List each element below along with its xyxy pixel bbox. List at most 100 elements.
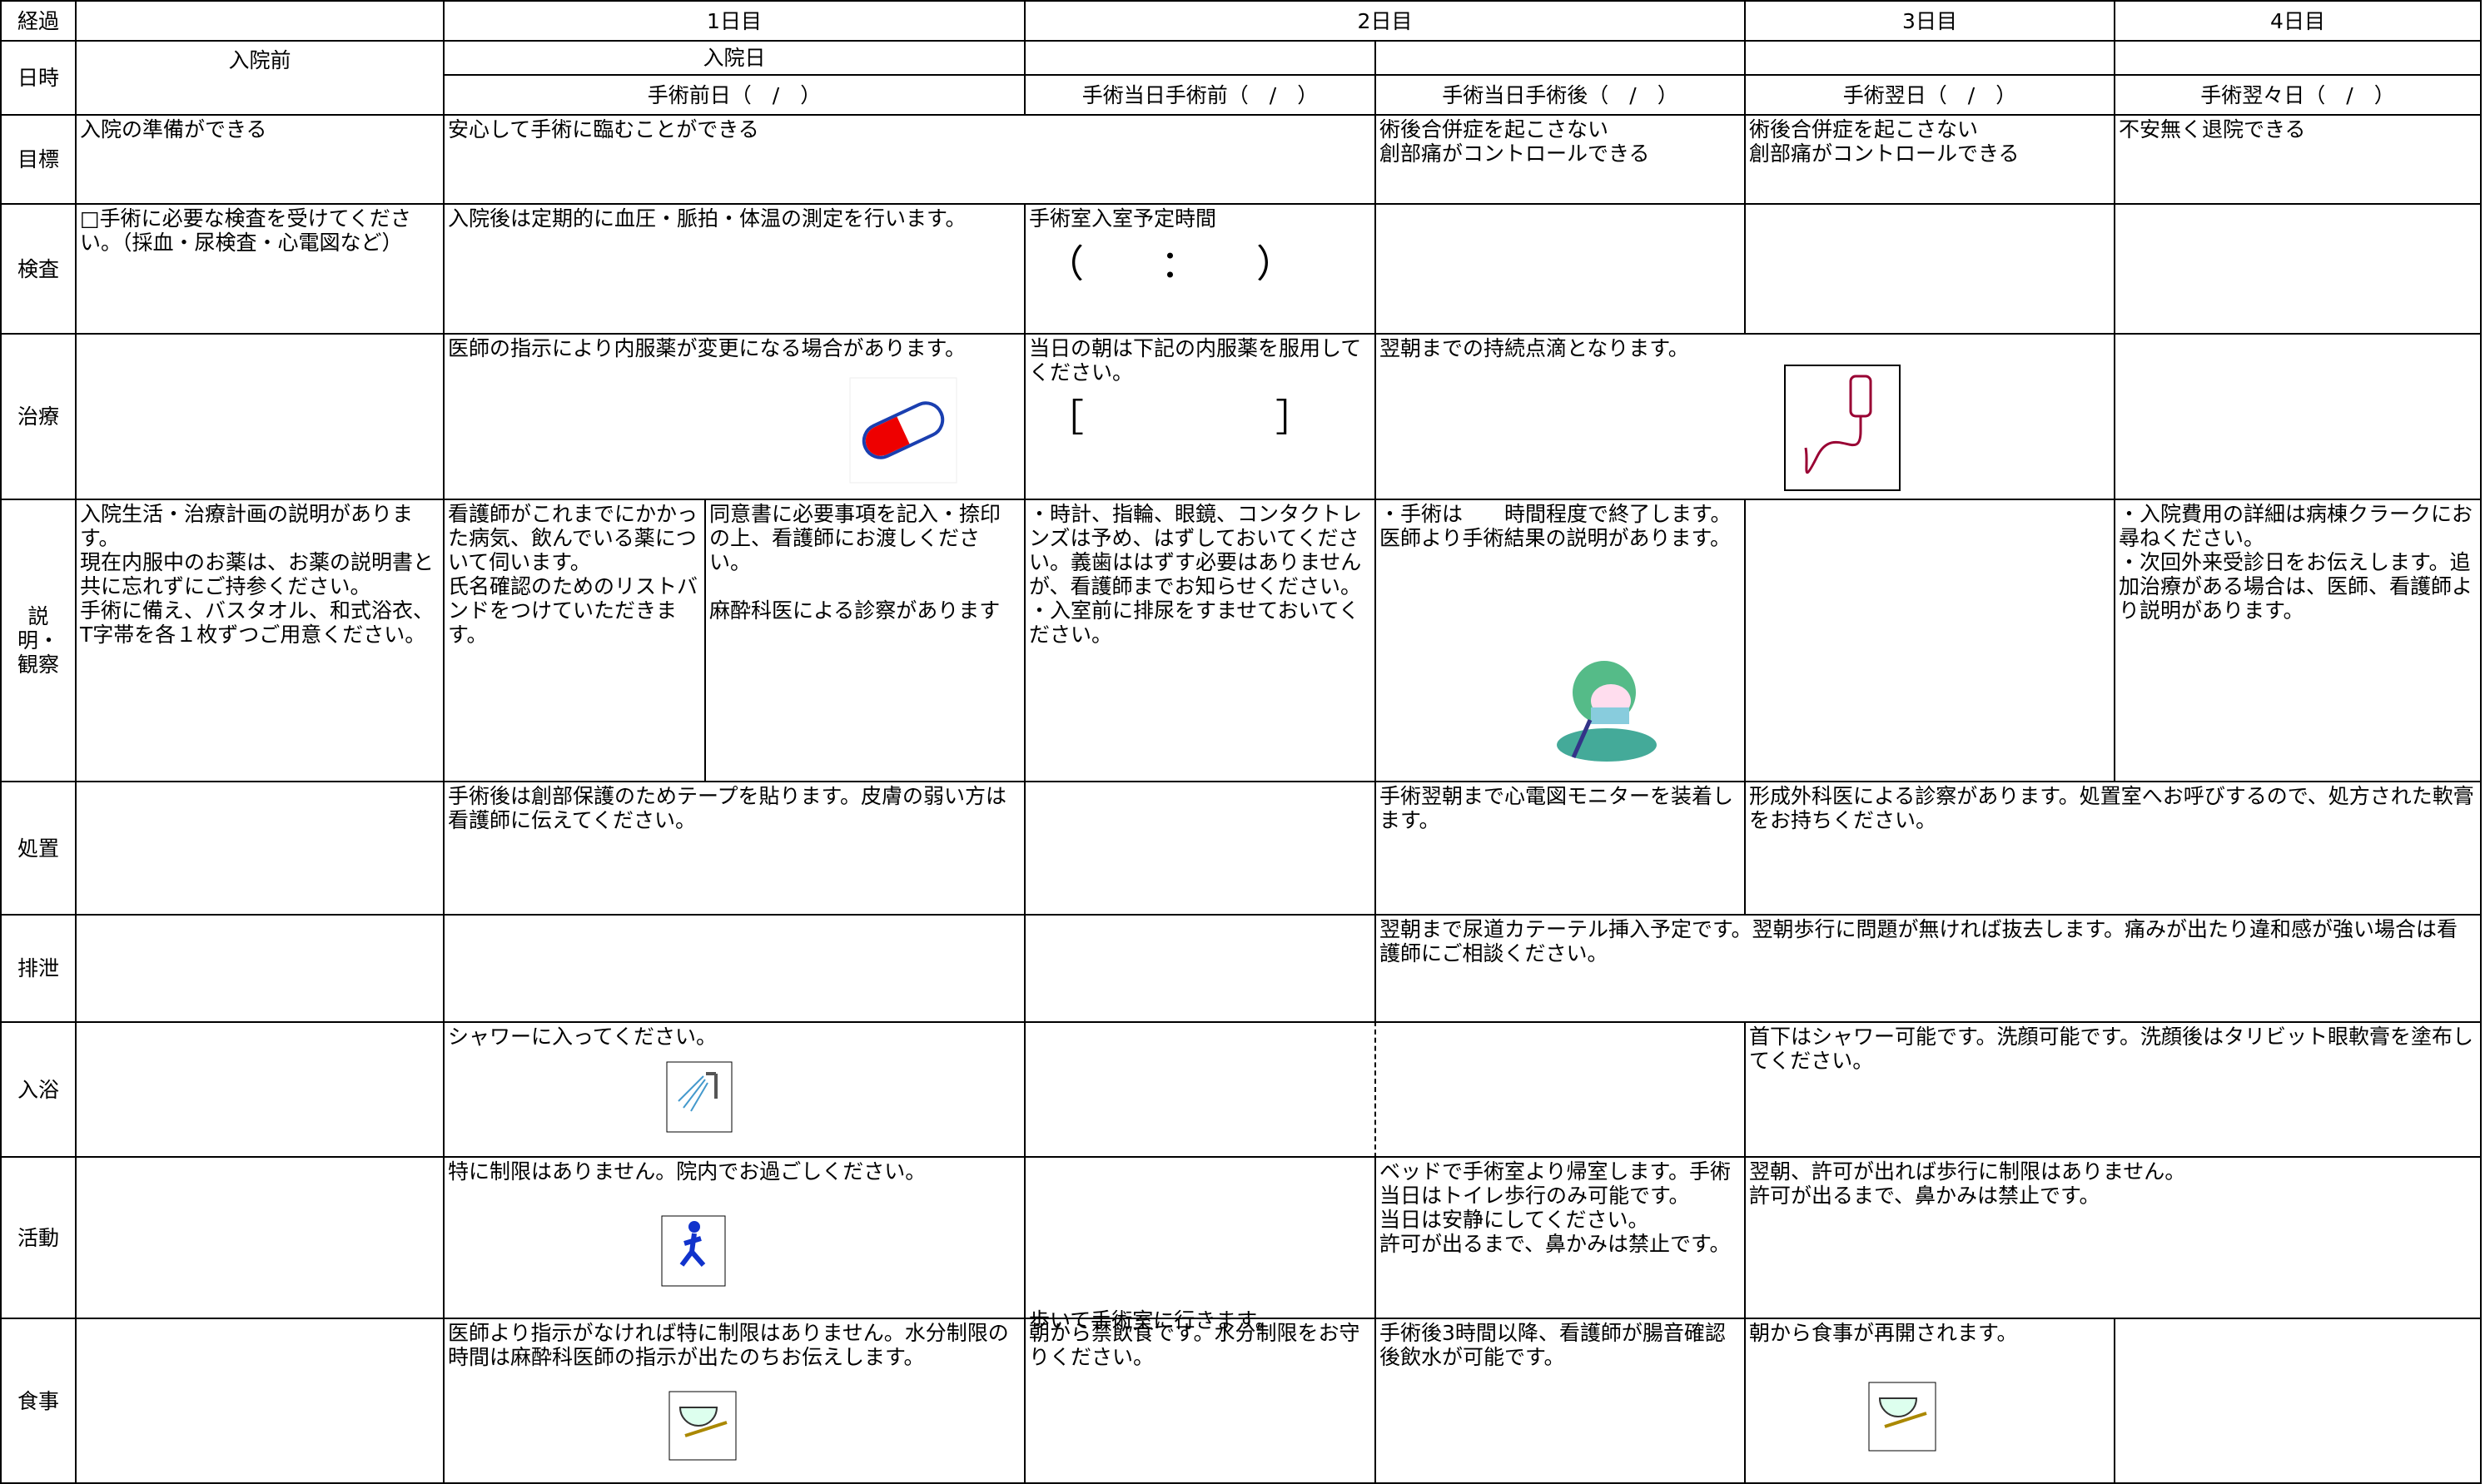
- drip-icon: [1784, 365, 1901, 491]
- header-cell: [1374, 40, 1746, 76]
- table-cell: [75, 1156, 445, 1319]
- table-cell: 翌朝までの持続点滴となります。: [1374, 333, 2115, 500]
- table-cell: ・入院費用の詳細は病棟クラークにお尋ねください。 ・次回外来受診日をお伝えします…: [2114, 499, 2482, 782]
- row-label: 食事: [17, 1388, 59, 1413]
- table-cell: [1744, 499, 2115, 782]
- day-cell: 3日目: [1744, 0, 2115, 42]
- table-cell: 翌朝まで尿道カテーテル挿入予定です。翌朝歩行に問題が無ければ抜去します。痛みが出…: [1374, 914, 2482, 1023]
- header-text: 入院前: [228, 48, 291, 72]
- day-label: 4日目: [2270, 8, 2325, 33]
- row-label: 活動: [17, 1225, 59, 1250]
- date-label: 手術当日手術前（ / ）: [1081, 82, 1319, 107]
- table-cell: 術後合併症を起こさない 創部痛がコントロールできる: [1744, 114, 2115, 205]
- header-cell: 入院日: [443, 40, 1026, 76]
- table-cell: [75, 1021, 445, 1158]
- date-cell: 手術翌日（ / ）: [1744, 74, 2115, 116]
- row-label-cell: 説明・観察: [0, 499, 77, 782]
- header-cell: 経過: [0, 0, 77, 42]
- row-label-cell: 活動: [0, 1156, 77, 1319]
- day-cell: 2日目: [1024, 0, 1746, 42]
- row-label: 説明・観察: [17, 604, 59, 677]
- surgeon-icon: [1557, 661, 1657, 762]
- row-label: 処置: [17, 836, 59, 861]
- table-cell: ・時計、指輪、眼鏡、コンタクトレンズは予め、はずしておいてください。義歯ははずす…: [1024, 499, 1376, 782]
- cell-text: 不安無く退院できる: [2119, 117, 2306, 141]
- table-cell: 歩いて手術室に行きます。: [1024, 1156, 1376, 1484]
- table-cell: [1374, 203, 1746, 335]
- cell-text: ・入院費用の詳細は病棟クラークにお尋ねください。 ・次回外来受診日をお伝えします…: [2119, 502, 2473, 623]
- table-cell: [2114, 203, 2482, 335]
- header-cell: [1744, 40, 2115, 76]
- walk-icon: [661, 1215, 726, 1287]
- table-cell: 安心して手術に臨むことができる: [443, 114, 1376, 205]
- row-label-cell: 目標: [0, 114, 77, 205]
- meal-icon: [668, 1391, 737, 1461]
- table-cell: 特に制限はありません。院内でお過ごしください。: [443, 1156, 1026, 1319]
- header-text: 日時: [17, 66, 59, 90]
- cell-text: □手術に必要な検査を受けてください。（採血・尿検査・心電図など）: [80, 206, 411, 255]
- row-label-cell: 治療: [0, 333, 77, 500]
- cell-text: 手術室入室予定時間: [1029, 206, 1217, 231]
- table-cell: 術後合併症を起こさない 創部痛がコントロールできる: [1374, 114, 1746, 205]
- table-cell: [75, 781, 445, 916]
- row-label: 治療: [17, 405, 59, 429]
- header-cell: [2114, 40, 2482, 76]
- table-cell: [75, 1318, 445, 1484]
- date-label: 手術前日（ / ）: [647, 82, 822, 107]
- day-label: 2日目: [1357, 8, 1413, 33]
- table-cell: [443, 914, 1026, 1023]
- cell-text: 歩いて手術室に行きます。: [1029, 1308, 1276, 1333]
- date-cell: 手術当日手術後（ / ）: [1374, 74, 1746, 116]
- cell-text: ・時計、指輪、眼鏡、コンタクトレンズは予め、はずしておいてください。義歯ははずす…: [1029, 502, 1363, 647]
- cell-text: 看護師がこれまでにかかった病気、飲んでいる薬について伺います。 氏名確認のための…: [448, 502, 698, 647]
- cell-text: ・手術は 時間程度で終了します。医師より手術結果の説明があります。: [1379, 502, 1732, 550]
- time-bracket: ［ ］: [1046, 395, 1314, 440]
- header-cell: [75, 0, 445, 42]
- table-cell: 手術後は創部保護のためテープを貼ります。皮膚の弱い方は看護師に伝えてください。: [443, 781, 1026, 916]
- row-label-cell: 食事: [0, 1318, 77, 1484]
- table-cell: [75, 914, 445, 1023]
- table-cell: 当日の朝は下記の内服薬を服用してください。 ［ ］: [1024, 333, 1376, 500]
- day-cell: 4日目: [2114, 0, 2482, 42]
- table-cell: 入院生活・治療計画の説明があります。 現在内服中のお薬は、お薬の説明書と共に忘れ…: [75, 499, 445, 782]
- date-label: 手術当日手術後（ / ）: [1442, 82, 1678, 107]
- cell-text: 入院の準備ができる: [80, 117, 267, 141]
- cell-text: 同意書に必要事項を記入・捺印の上、看護師にお渡しください。 麻酔科医による診察が…: [709, 502, 1001, 623]
- pill-icon: [849, 377, 957, 484]
- table-cell: [1024, 781, 1376, 916]
- date-cell: 手術前日（ / ）: [443, 74, 1026, 116]
- cell-text: 首下はシャワー可能です。洗顔可能です。洗顔後はタリビット眼軟膏を塗布してください…: [1749, 1025, 2474, 1073]
- table-cell: □手術に必要な検査を受けてください。（採血・尿検査・心電図など）: [75, 203, 445, 335]
- table-cell: [75, 333, 445, 500]
- table-cell: 形成外科医による診察があります。処置室へお呼びするので、処方された軟膏をお持ちく…: [1744, 781, 2482, 916]
- cell-text: 術後合併症を起こさない 創部痛がコントロールできる: [1749, 117, 2020, 166]
- cell-text: シャワーに入ってください。: [448, 1025, 718, 1049]
- table-cell: 入院後は定期的に血圧・脈拍・体温の測定を行います。: [443, 203, 1026, 335]
- row-label-cell: 検査: [0, 203, 77, 335]
- cell-text: 手術後3時間以降、看護師が腸音確認後飲水が可能です。: [1379, 1321, 1726, 1369]
- cell-text: 当日の朝は下記の内服薬を服用してください。: [1029, 336, 1362, 385]
- table-cell: 不安無く退院できる: [2114, 114, 2482, 205]
- row-label: 入浴: [17, 1077, 59, 1102]
- table-cell: ベッドで手術室より帰室します。手術当日はトイレ歩行のみ可能です。 当日は安静にし…: [1374, 1156, 1746, 1319]
- cell-text: ベッドで手術室より帰室します。手術当日はトイレ歩行のみ可能です。 当日は安静にし…: [1379, 1159, 1732, 1256]
- cell-text: 安心して手術に臨むことができる: [448, 117, 759, 141]
- cell-text: 医師の指示により内服薬が変更になる場合があります。: [448, 336, 967, 360]
- table-cell: 手術室入室予定時間 （ ： ）: [1024, 203, 1376, 335]
- date-cell: 手術当日手術前（ / ）: [1024, 74, 1376, 116]
- cell-text: 手術後は創部保護のためテープを貼ります。皮膚の弱い方は看護師に伝えてください。: [448, 784, 1007, 832]
- header-cell: 日時: [0, 40, 77, 116]
- cell-text: 手術翌朝まで心電図モニターを装着します。: [1379, 784, 1734, 832]
- row-label-cell: 排泄: [0, 914, 77, 1023]
- date-label: 手術翌日（ / ）: [1842, 82, 2017, 107]
- header-cell: [1024, 40, 1376, 76]
- day-label: 3日目: [1902, 8, 1957, 33]
- table-cell: [1374, 1021, 1746, 1158]
- table-cell: 手術後3時間以降、看護師が腸音確認後飲水が可能です。: [1374, 1318, 1746, 1484]
- table-cell: [2114, 1318, 2482, 1484]
- cell-text: 翌朝、許可が出れば歩行に制限はありません。 許可が出るまで、鼻かみは禁止です。: [1749, 1159, 2186, 1208]
- header-text: 経過: [17, 8, 59, 33]
- table-cell: 入院の準備ができる: [75, 114, 445, 205]
- table-cell: 手術翌朝まで心電図モニターを装着します。: [1374, 781, 1746, 916]
